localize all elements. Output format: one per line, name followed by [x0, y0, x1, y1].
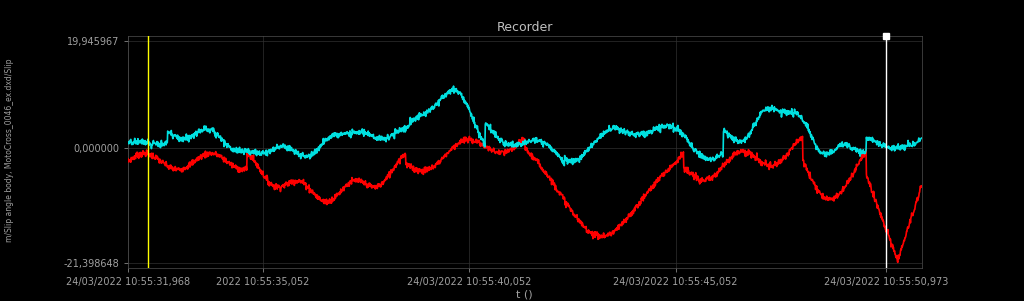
- Title: Recorder: Recorder: [497, 20, 553, 34]
- X-axis label: t (): t (): [516, 290, 534, 300]
- Text: m/Slip angle body, MotoCross_0046_ex.dxd/Slip: m/Slip angle body, MotoCross_0046_ex.dxd…: [5, 59, 14, 242]
